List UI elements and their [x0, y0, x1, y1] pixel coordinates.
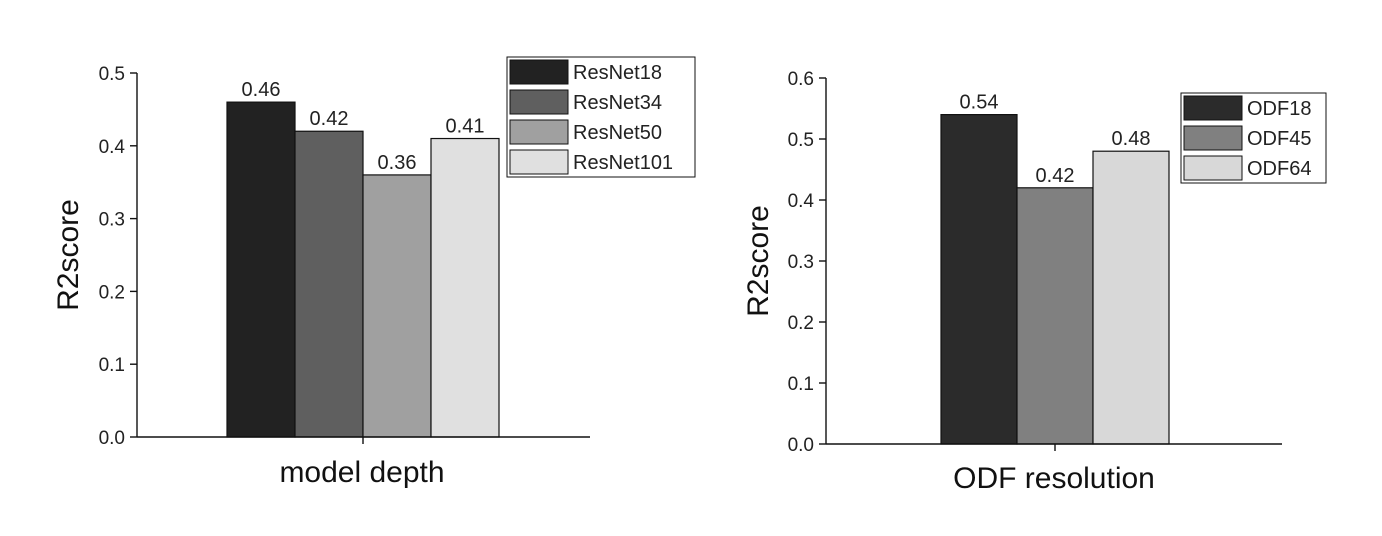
bar-value-label: 0.54	[960, 92, 999, 114]
legend-swatch	[1183, 155, 1243, 181]
bar-value-label: 0.36	[378, 152, 417, 174]
bar	[940, 113, 1018, 445]
y-tick-label: 0.0	[99, 428, 125, 449]
bar-value-label: 0.41	[446, 116, 485, 138]
chart-1: 0.46 0.42 0.36 0.41 0.0 0.1 0.2 0.3 0.4 0.5 model …	[52, 56, 696, 489]
y-axis-title: R2score	[742, 205, 775, 317]
legend-swatch	[509, 59, 569, 85]
bar	[430, 137, 500, 438]
legend: ODF18 ODF45 ODF64	[1180, 92, 1327, 184]
legend-entry: ResNet34	[573, 92, 662, 114]
y-tick-label: 0.5	[99, 64, 125, 85]
legend-entry: ResNet101	[573, 152, 673, 174]
y-tick-label: 0.3	[99, 210, 125, 231]
y-axis-title: R2score	[52, 199, 85, 311]
legend-entry: ResNet18	[573, 62, 662, 84]
legend-swatch	[509, 119, 569, 145]
x-axis-title: ODF resolution	[953, 462, 1155, 495]
y-tick-label: 0.6	[788, 69, 814, 90]
bar-value-label: 0.48	[1112, 128, 1151, 150]
bar	[1092, 150, 1170, 445]
legend-swatch	[509, 89, 569, 115]
bar	[1016, 187, 1094, 445]
y-tick-label: 0.2	[788, 313, 814, 334]
y-tick-label: 0.1	[788, 374, 814, 395]
legend-swatch	[509, 149, 569, 175]
legend: ResNet18 ResNet34 ResNet50 ResNet101	[506, 56, 696, 178]
bar-value-label: 0.42	[310, 108, 349, 130]
legend-entry: ODF18	[1247, 98, 1311, 120]
y-tick-label: 0.0	[788, 435, 814, 456]
legend-swatch	[1183, 95, 1243, 121]
bar-value-label: 0.46	[242, 79, 281, 101]
legend-swatch	[1183, 125, 1243, 151]
y-tick-label: 0.2	[99, 282, 125, 303]
y-tick-label: 0.4	[99, 137, 126, 158]
x-axis-title: model depth	[279, 456, 444, 489]
bar	[294, 130, 364, 438]
bar	[226, 101, 296, 438]
y-tick-label: 0.3	[788, 252, 814, 273]
bar	[362, 174, 432, 438]
y-tick-label: 0.4	[788, 191, 815, 212]
y-tick-label: 0.1	[99, 355, 125, 376]
legend-entry: ResNet50	[573, 122, 662, 144]
chart-2: 0.54 0.42 0.48 0.0 0.1 0.2 0.3 0.4 0.5 0.6 ODF res…	[742, 69, 1327, 495]
legend-entry: ODF45	[1247, 128, 1311, 150]
bar-value-label: 0.42	[1036, 165, 1075, 187]
legend-entry: ODF64	[1247, 158, 1311, 180]
y-tick-label: 0.5	[788, 130, 814, 151]
